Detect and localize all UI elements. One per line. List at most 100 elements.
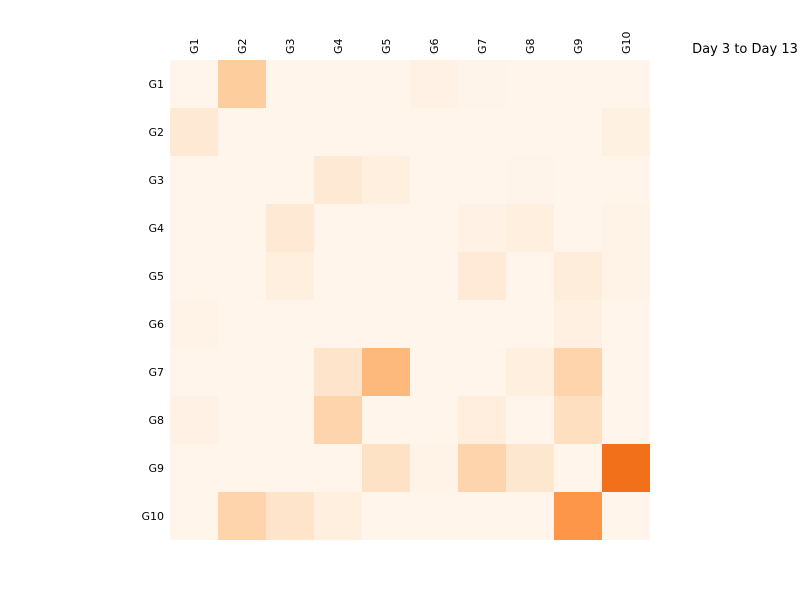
heatmap-cell-G1-G10: [602, 60, 650, 108]
heatmap-cell-G4-G6: [410, 204, 458, 252]
heatmap-cell-G6-G6: [410, 300, 458, 348]
y-tick-label: G5: [148, 270, 164, 283]
heatmap-cell-G7-G6: [410, 348, 458, 396]
heatmap-cell-G2-G1: [170, 108, 218, 156]
heatmap-cell-G1-G8: [506, 60, 554, 108]
x-tick-label: G1: [188, 38, 201, 54]
heatmap-cell-G7-G10: [602, 348, 650, 396]
heatmap-cell-G7-G8: [506, 348, 554, 396]
y-tick-label: G8: [148, 414, 164, 427]
heatmap-cell-G5-G6: [410, 252, 458, 300]
heatmap-cell-G9-G2: [218, 444, 266, 492]
y-tick-label: G10: [141, 510, 164, 523]
heatmap-cell-G8-G3: [266, 396, 314, 444]
heatmap-cell-G2-G9: [554, 108, 602, 156]
heatmap-cell-G8-G5: [362, 396, 410, 444]
heatmap-cell-G9-G6: [410, 444, 458, 492]
y-tick-label: G4: [148, 222, 164, 235]
heatmap-cell-G7-G5: [362, 348, 410, 396]
heatmap-cell-G6-G5: [362, 300, 410, 348]
heatmap-cell-G3-G6: [410, 156, 458, 204]
heatmap-cell-G7-G9: [554, 348, 602, 396]
y-tick-label: G2: [148, 126, 164, 139]
heatmap-cell-G5-G9: [554, 252, 602, 300]
heatmap-cell-G3-G9: [554, 156, 602, 204]
x-tick-label: G7: [476, 38, 489, 54]
heatmap-cell-G2-G6: [410, 108, 458, 156]
heatmap-cell-G7-G4: [314, 348, 362, 396]
heatmap-cell-G8-G6: [410, 396, 458, 444]
heatmap-cell-G3-G5: [362, 156, 410, 204]
x-tick-label: G3: [284, 38, 297, 54]
heatmap-cell-G6-G1: [170, 300, 218, 348]
heatmap-cell-G9-G5: [362, 444, 410, 492]
heatmap-cell-G7-G2: [218, 348, 266, 396]
heatmap-cell-G3-G3: [266, 156, 314, 204]
heatmap-cell-G2-G7: [458, 108, 506, 156]
heatmap-cell-G4-G8: [506, 204, 554, 252]
heatmap-cells: [170, 60, 650, 540]
heatmap-cell-G9-G3: [266, 444, 314, 492]
heatmap-cell-G1-G4: [314, 60, 362, 108]
heatmap-cell-G7-G7: [458, 348, 506, 396]
heatmap-cell-G3-G2: [218, 156, 266, 204]
heatmap-cell-G1-G5: [362, 60, 410, 108]
heatmap-cell-G7-G3: [266, 348, 314, 396]
heatmap-cell-G3-G1: [170, 156, 218, 204]
y-tick-label: G3: [148, 174, 164, 187]
heatmap-cell-G4-G3: [266, 204, 314, 252]
heatmap-cell-G8-G10: [602, 396, 650, 444]
heatmap-cell-G2-G3: [266, 108, 314, 156]
y-tick-label: G6: [148, 318, 164, 331]
heatmap-cell-G1-G3: [266, 60, 314, 108]
heatmap-cell-G2-G4: [314, 108, 362, 156]
heatmap-cell-G1-G2: [218, 60, 266, 108]
heatmap-cell-G10-G3: [266, 492, 314, 540]
x-tick-label: G8: [524, 38, 537, 54]
heatmap-cell-G9-G8: [506, 444, 554, 492]
heatmap-cell-G9-G10: [602, 444, 650, 492]
heatmap-cell-G3-G7: [458, 156, 506, 204]
heatmap-cell-G9-G7: [458, 444, 506, 492]
heatmap-cell-G10-G2: [218, 492, 266, 540]
heatmap-cell-G10-G8: [506, 492, 554, 540]
x-tick-label: G6: [428, 38, 441, 54]
heatmap-cell-G2-G8: [506, 108, 554, 156]
chart-title: Day 3 to Day 13: [692, 42, 798, 57]
heatmap-cell-G4-G1: [170, 204, 218, 252]
heatmap-cell-G8-G8: [506, 396, 554, 444]
heatmap-cell-G9-G4: [314, 444, 362, 492]
heatmap-cell-G8-G2: [218, 396, 266, 444]
heatmap-cell-G2-G2: [218, 108, 266, 156]
heatmap-cell-G6-G8: [506, 300, 554, 348]
heatmap-cell-G5-G1: [170, 252, 218, 300]
heatmap-cell-G3-G10: [602, 156, 650, 204]
x-tick-labels: G1 G2 G3 G4 G5 G6 G7 G8 G9 G10: [188, 31, 633, 54]
heatmap-cell-G10-G10: [602, 492, 650, 540]
heatmap-cell-G6-G4: [314, 300, 362, 348]
heatmap-cell-G2-G10: [602, 108, 650, 156]
x-tick-label: G2: [236, 38, 249, 54]
heatmap-cell-G8-G1: [170, 396, 218, 444]
heatmap-cell-G5-G4: [314, 252, 362, 300]
heatmap-cell-G8-G9: [554, 396, 602, 444]
heatmap-cell-G1-G7: [458, 60, 506, 108]
heatmap-cell-G10-G9: [554, 492, 602, 540]
heatmap-cell-G10-G7: [458, 492, 506, 540]
x-tick-label: G10: [620, 31, 633, 54]
heatmap-cell-G7-G1: [170, 348, 218, 396]
heatmap-cell-G3-G8: [506, 156, 554, 204]
x-tick-label: G5: [380, 38, 393, 54]
heatmap-cell-G10-G6: [410, 492, 458, 540]
heatmap-cell-G6-G9: [554, 300, 602, 348]
heatmap-cell-G4-G7: [458, 204, 506, 252]
heatmap-cell-G5-G8: [506, 252, 554, 300]
heatmap-cell-G10-G4: [314, 492, 362, 540]
y-tick-label: G9: [148, 462, 164, 475]
y-tick-labels: G1 G2 G3 G4 G5 G6 G7 G8 G9 G10: [141, 78, 164, 523]
heatmap-cell-G5-G10: [602, 252, 650, 300]
heatmap-cell-G6-G3: [266, 300, 314, 348]
heatmap-cell-G4-G2: [218, 204, 266, 252]
heatmap-cell-G6-G7: [458, 300, 506, 348]
